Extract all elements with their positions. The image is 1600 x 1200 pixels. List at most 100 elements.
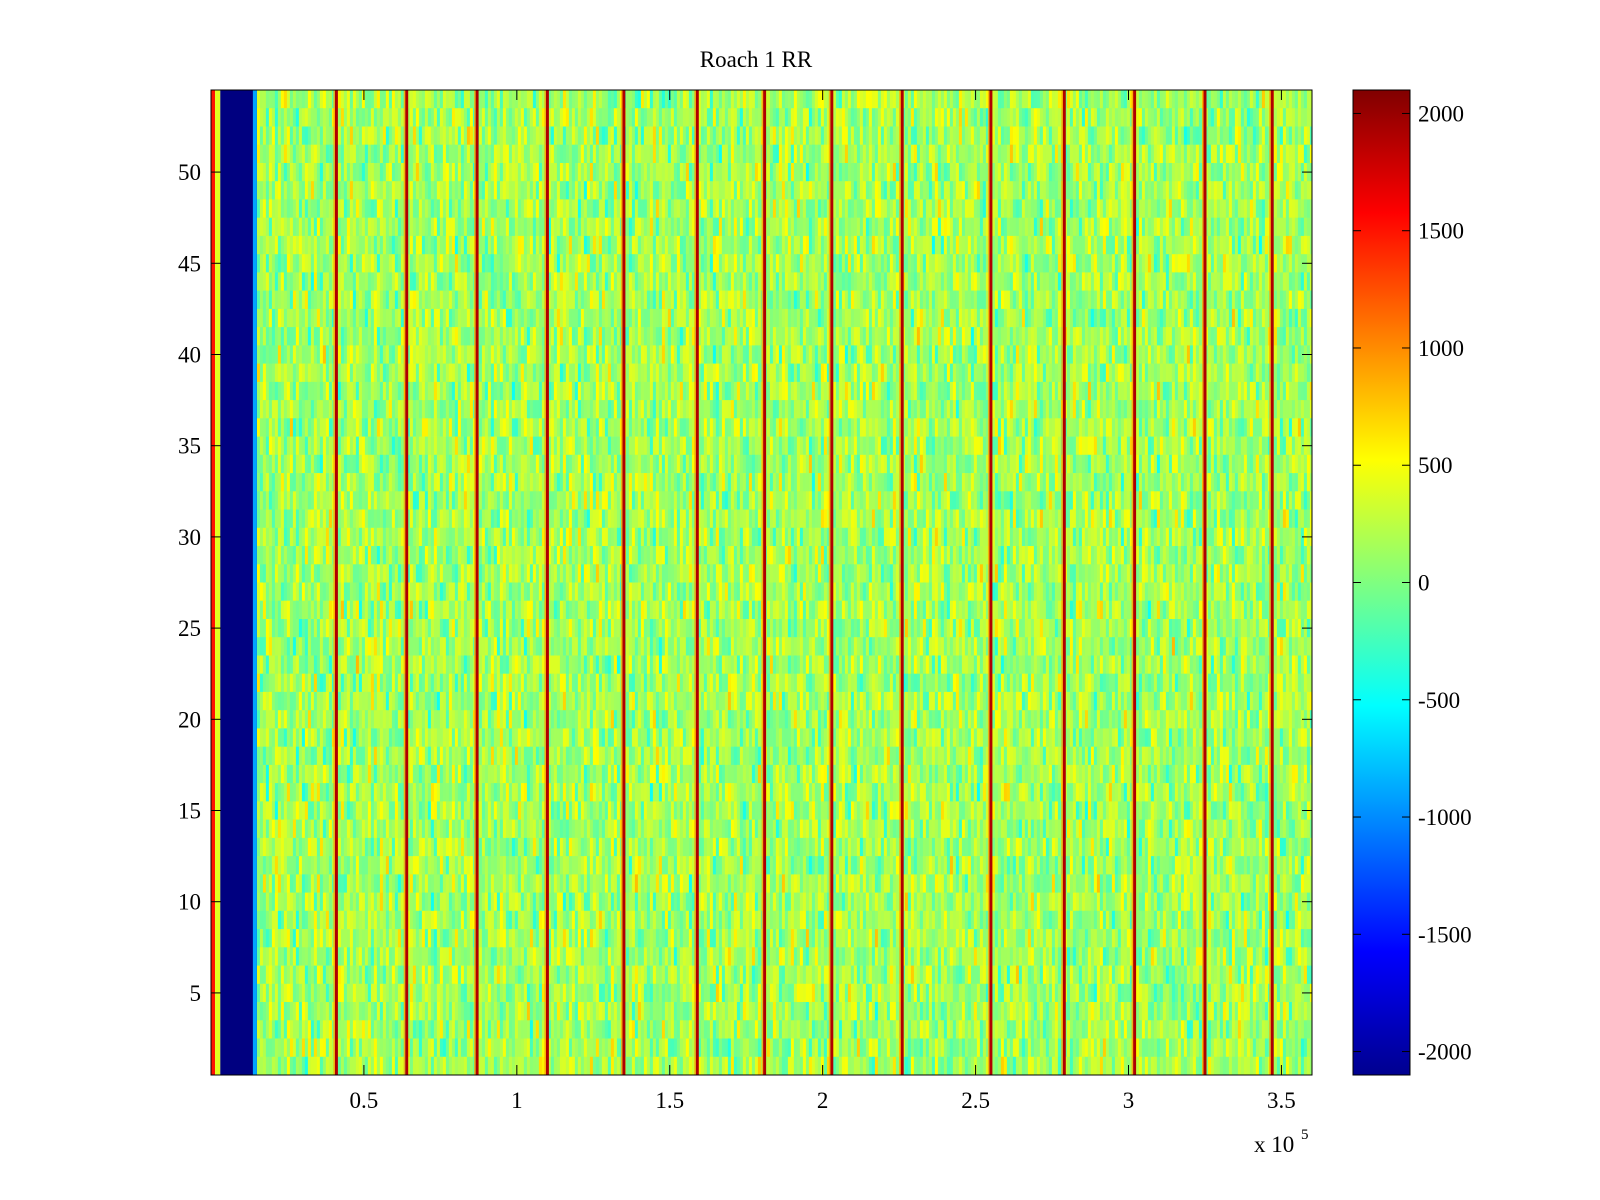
heatmap-cell [841,217,846,237]
heatmap-cell [889,327,894,346]
heatmap-cell [646,108,651,127]
heatmap-cell [943,254,948,273]
heatmap-cell [784,126,789,146]
heatmap-cell [565,272,570,292]
heatmap-cell [991,272,996,292]
heatmap-cell [310,163,315,182]
heatmap-cell [388,345,393,365]
heatmap-cell [700,308,705,328]
heatmap-cell [958,235,963,255]
heatmap-cell [607,90,612,109]
heatmap-cell [259,90,264,109]
heatmap-cell [451,235,456,255]
heatmap-cell [913,308,918,328]
heatmap-cell [910,181,915,200]
heatmap-cell [1252,181,1257,200]
heatmap-cell [1273,108,1278,127]
heatmap-cell [601,308,606,328]
heatmap-cell [1237,90,1242,109]
heatmap-cell [703,90,708,109]
heatmap-cell [550,199,555,219]
heatmap-cell [514,126,519,146]
heatmap-cell [460,235,465,255]
heatmap-cell [655,290,660,310]
heatmap-cell [1054,181,1059,200]
heatmap-cell [724,272,729,292]
heatmap-cell [517,144,522,164]
heatmap-cell [994,235,999,255]
heatmap-cell [271,199,276,219]
heatmap-cell [1189,290,1194,310]
heatmap-cell [382,235,387,255]
heatmap-cell [715,290,720,310]
heatmap-cell [958,254,963,273]
heatmap-cell [289,144,294,164]
heatmap-cell [499,108,504,127]
heatmap-cell [529,108,534,127]
heatmap-cell [1012,181,1017,200]
heatmap-cell [397,144,402,164]
heatmap-cell [1045,108,1050,127]
heatmap-cell [799,217,804,237]
heatmap-cell [1300,235,1305,255]
heatmap-cell [1300,327,1305,346]
heatmap-cell [817,254,822,273]
heatmap-cell [985,254,990,273]
heatmap-cell [658,108,663,127]
heatmap-cell [520,254,525,273]
heatmap-cell [388,327,393,346]
heatmap-cell [1240,163,1245,182]
heatmap-cell [973,163,978,182]
heatmap-cell [1030,108,1035,127]
heatmap-cell [610,254,615,273]
heatmap-cell [664,290,669,310]
heatmap-cell [862,235,867,255]
heatmap-cell [1057,308,1062,328]
heatmap-cell [496,163,501,182]
heatmap-cell [727,272,732,292]
heatmap-cell [1294,163,1299,182]
heatmap-cell [853,327,858,346]
heatmap-cell [907,235,912,255]
heatmap-cell [799,254,804,273]
heatmap-cell [895,181,900,200]
heatmap-cell [1309,126,1312,146]
heatmap-cell [1045,163,1050,182]
heatmap-cell [1243,181,1248,200]
heatmap-cell [1177,163,1182,182]
heatmap-cell [448,181,453,200]
heatmap-cell [1219,272,1224,292]
heatmap-cell [364,235,369,255]
heatmap-cell [268,217,273,237]
heatmap-cell [1276,126,1281,146]
heatmap-cell [1273,181,1278,200]
heatmap-cell [1207,290,1212,310]
heatmap-cell [547,308,552,328]
heatmap-cell [442,272,447,292]
heatmap-cell [673,144,678,164]
heatmap-cell [865,163,870,182]
heatmap-cell [1246,308,1251,328]
heatmap-cell [883,254,888,273]
heatmap-cell [340,308,345,328]
heatmap-cell [799,290,804,310]
heatmap-cell [1135,181,1140,200]
heatmap-cell [997,327,1002,346]
heatmap-cell [1090,308,1095,328]
heatmap-cell [1087,254,1092,273]
heatmap-cell [667,108,672,127]
heatmap-cell [1042,181,1047,200]
heatmap-cell [697,308,702,328]
heatmap-cell [1144,272,1149,292]
heatmap-cell [556,199,561,219]
heatmap-cell [934,254,939,273]
heatmap-cell [649,327,654,346]
heatmap-cell [502,254,507,273]
heatmap-cell [439,199,444,219]
heatmap-cell [415,144,420,164]
heatmap-cell [1045,254,1050,273]
heatmap-cell [346,199,351,219]
heatmap-cell [262,235,267,255]
heatmap-cell [460,126,465,146]
heatmap-cell [559,144,564,164]
